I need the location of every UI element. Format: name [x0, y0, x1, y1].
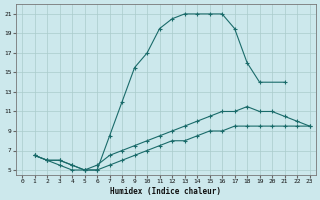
X-axis label: Humidex (Indice chaleur): Humidex (Indice chaleur)	[110, 187, 221, 196]
